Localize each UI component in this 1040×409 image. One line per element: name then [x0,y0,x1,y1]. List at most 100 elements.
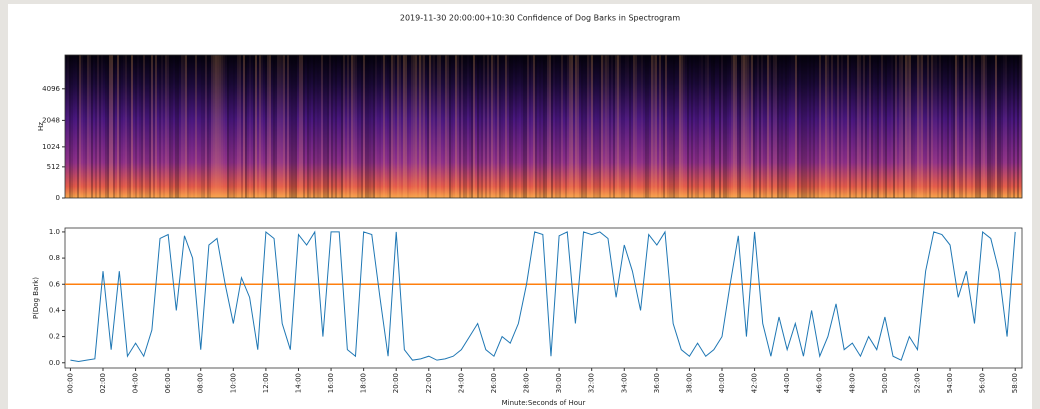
spectrogram-stripe [459,55,461,198]
spectrogram-stripe [313,55,315,198]
spectrogram-stripe [1015,55,1017,198]
spectrogram-stripe [775,55,777,198]
spectrogram-stripe [155,55,157,198]
spectrogram-stripe [185,55,187,198]
spectrogram-stripe [367,55,369,198]
spectrogram-stripe [417,55,419,198]
spectrogram-stripe [549,55,551,198]
spectrogram-stripe [945,55,947,198]
spectrogram-stripe [529,55,531,198]
spectrogram-stripe [469,55,471,198]
spectrogram-stripe [609,55,611,198]
spectrogram-stripe [899,55,901,198]
spectrogram-stripe [861,55,863,198]
spectrogram-stripe [963,55,965,198]
spectrogram-stripe [431,55,433,198]
spectrogram-stripe [101,55,103,198]
spectrogram-stripe [877,55,879,198]
spectrogram-stripe [219,55,221,198]
spectrogram-stripe [785,55,787,198]
spectrogram-stripe [257,55,259,198]
x-tick-label: 34:00 [620,373,628,393]
spectrogram-stripe [693,55,695,198]
spectrogram-stripe [435,55,437,198]
spectrogram-stripe [819,55,821,198]
spectrogram-stripe [145,55,147,198]
spectrogram-stripe [197,55,199,198]
spectrogram-stripe [235,55,237,198]
spectrogram-stripe [773,55,775,198]
spectrogram-stripe [547,55,549,198]
spectrogram-stripe [381,55,383,198]
spectrogram-stripe [165,55,167,198]
spectrogram-stripe [633,55,635,198]
spectrogram-stripe [441,55,443,198]
spectrogram-stripe [339,55,341,198]
spectrogram-stripe [647,55,649,198]
spectrogram-stripe [463,55,465,198]
spectrogram-stripe [137,55,139,198]
spectrogram-stripe [419,55,421,198]
spectrogram-stripe [97,55,99,198]
spectrogram-stripe [397,55,399,198]
spectrogram-stripe [789,55,791,198]
spectrogram-stripe [795,55,797,198]
spectrogram-stripe [447,55,449,198]
y-axis-label: P(Dog Bark) [32,277,40,319]
y-tick-label: 4096 [42,85,60,93]
spectrogram-stripe [243,55,245,198]
spectrogram-stripe [281,55,283,198]
x-tick-label: 26:00 [490,373,498,393]
spectrogram-stripe [413,55,415,198]
spectrogram-stripe [385,55,387,198]
spectrogram-stripe [99,55,101,198]
spectrogram-stripe [613,55,615,198]
spectrogram-stripe [671,55,673,198]
spectrogram-stripe [653,55,655,198]
spectrogram-stripe [391,55,393,198]
spectrogram-stripe [259,55,261,198]
spectrogram-stripe [979,55,981,198]
x-tick-label: 24:00 [457,373,465,393]
spectrogram-stripe [805,55,807,198]
spectrogram-stripe [251,55,253,198]
spectrogram-stripe [69,55,71,198]
spectrogram-stripe [487,55,489,198]
spectrogram-stripe [291,55,293,198]
spectrogram-stripe [643,55,645,198]
y-tick-label: 0.6 [49,280,61,288]
spectrogram-stripe [815,55,817,198]
spectrogram-stripe [791,55,793,198]
spectrogram-stripe [475,55,477,198]
spectrogram-stripe [71,55,73,198]
spectrogram-stripe [867,55,869,198]
spectrogram-stripe [919,55,921,198]
spectrogram-stripe [83,55,85,198]
spectrogram-stripe [953,55,955,198]
spectrogram-stripe [513,55,515,198]
spectrogram-stripe [335,55,337,198]
spectrogram-stripe [927,55,929,198]
spectrogram-stripe [725,55,727,198]
spectrogram-stripe [283,55,285,198]
spectrogram-stripe [895,55,897,198]
spectrogram-stripe [147,55,149,198]
x-tick-label: 02:00 [99,373,107,393]
spectrogram-stripe [213,55,215,198]
spectrogram-stripe [723,55,725,198]
x-tick-label: 50:00 [881,373,889,393]
spectrogram-stripe [655,55,657,198]
spectrogram-stripe [615,55,617,198]
spectrogram-stripe [717,55,719,198]
spectrogram-stripe [853,55,855,198]
x-tick-label: 46:00 [816,373,824,393]
spectrogram-stripe [915,55,917,198]
spectrogram-stripe [521,55,523,198]
spectrogram-stripe [879,55,881,198]
spectrogram-stripe [373,55,375,198]
spectrogram-stripe [445,55,447,198]
spectrogram-stripe [977,55,979,198]
spectrogram-stripe [423,55,425,198]
spectrogram-stripe [127,55,129,198]
